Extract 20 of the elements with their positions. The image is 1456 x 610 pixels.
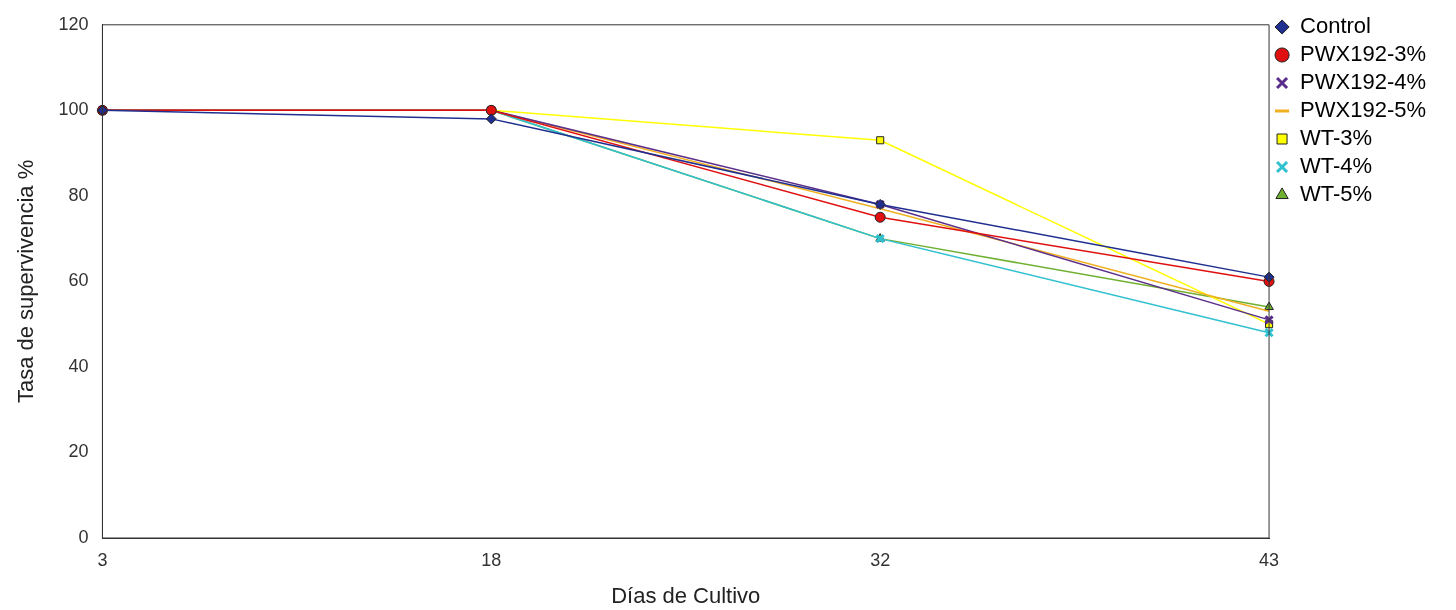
y-tick-label: 60: [68, 270, 89, 291]
y-tick-label: 120: [58, 13, 89, 34]
legend-label: PWX192-3%: [1300, 41, 1427, 67]
legend-label: WT-3%: [1300, 125, 1373, 151]
x-axis-title: Días de Cultivo: [611, 582, 761, 608]
x-tick-label: 43: [1259, 549, 1280, 570]
y-tick-label: 80: [68, 184, 89, 205]
x-tick-label: 3: [97, 549, 108, 570]
x-tick-label: 32: [870, 549, 891, 570]
y-tick-label: 40: [68, 355, 89, 376]
legend-label: PWX192-5%: [1300, 97, 1427, 123]
x-tick-label: 18: [481, 549, 502, 570]
y-tick-label: 100: [58, 99, 89, 120]
legend-label: PWX192-4%: [1300, 69, 1427, 95]
y-tick-label: 0: [78, 526, 89, 547]
legend-label: Control: [1300, 13, 1371, 39]
y-axis-title: Tasa de supervivencia %: [13, 159, 39, 404]
y-tick-label: 20: [68, 441, 89, 462]
legend-label: WT-5%: [1300, 181, 1373, 207]
legend-label: WT-4%: [1300, 153, 1373, 179]
